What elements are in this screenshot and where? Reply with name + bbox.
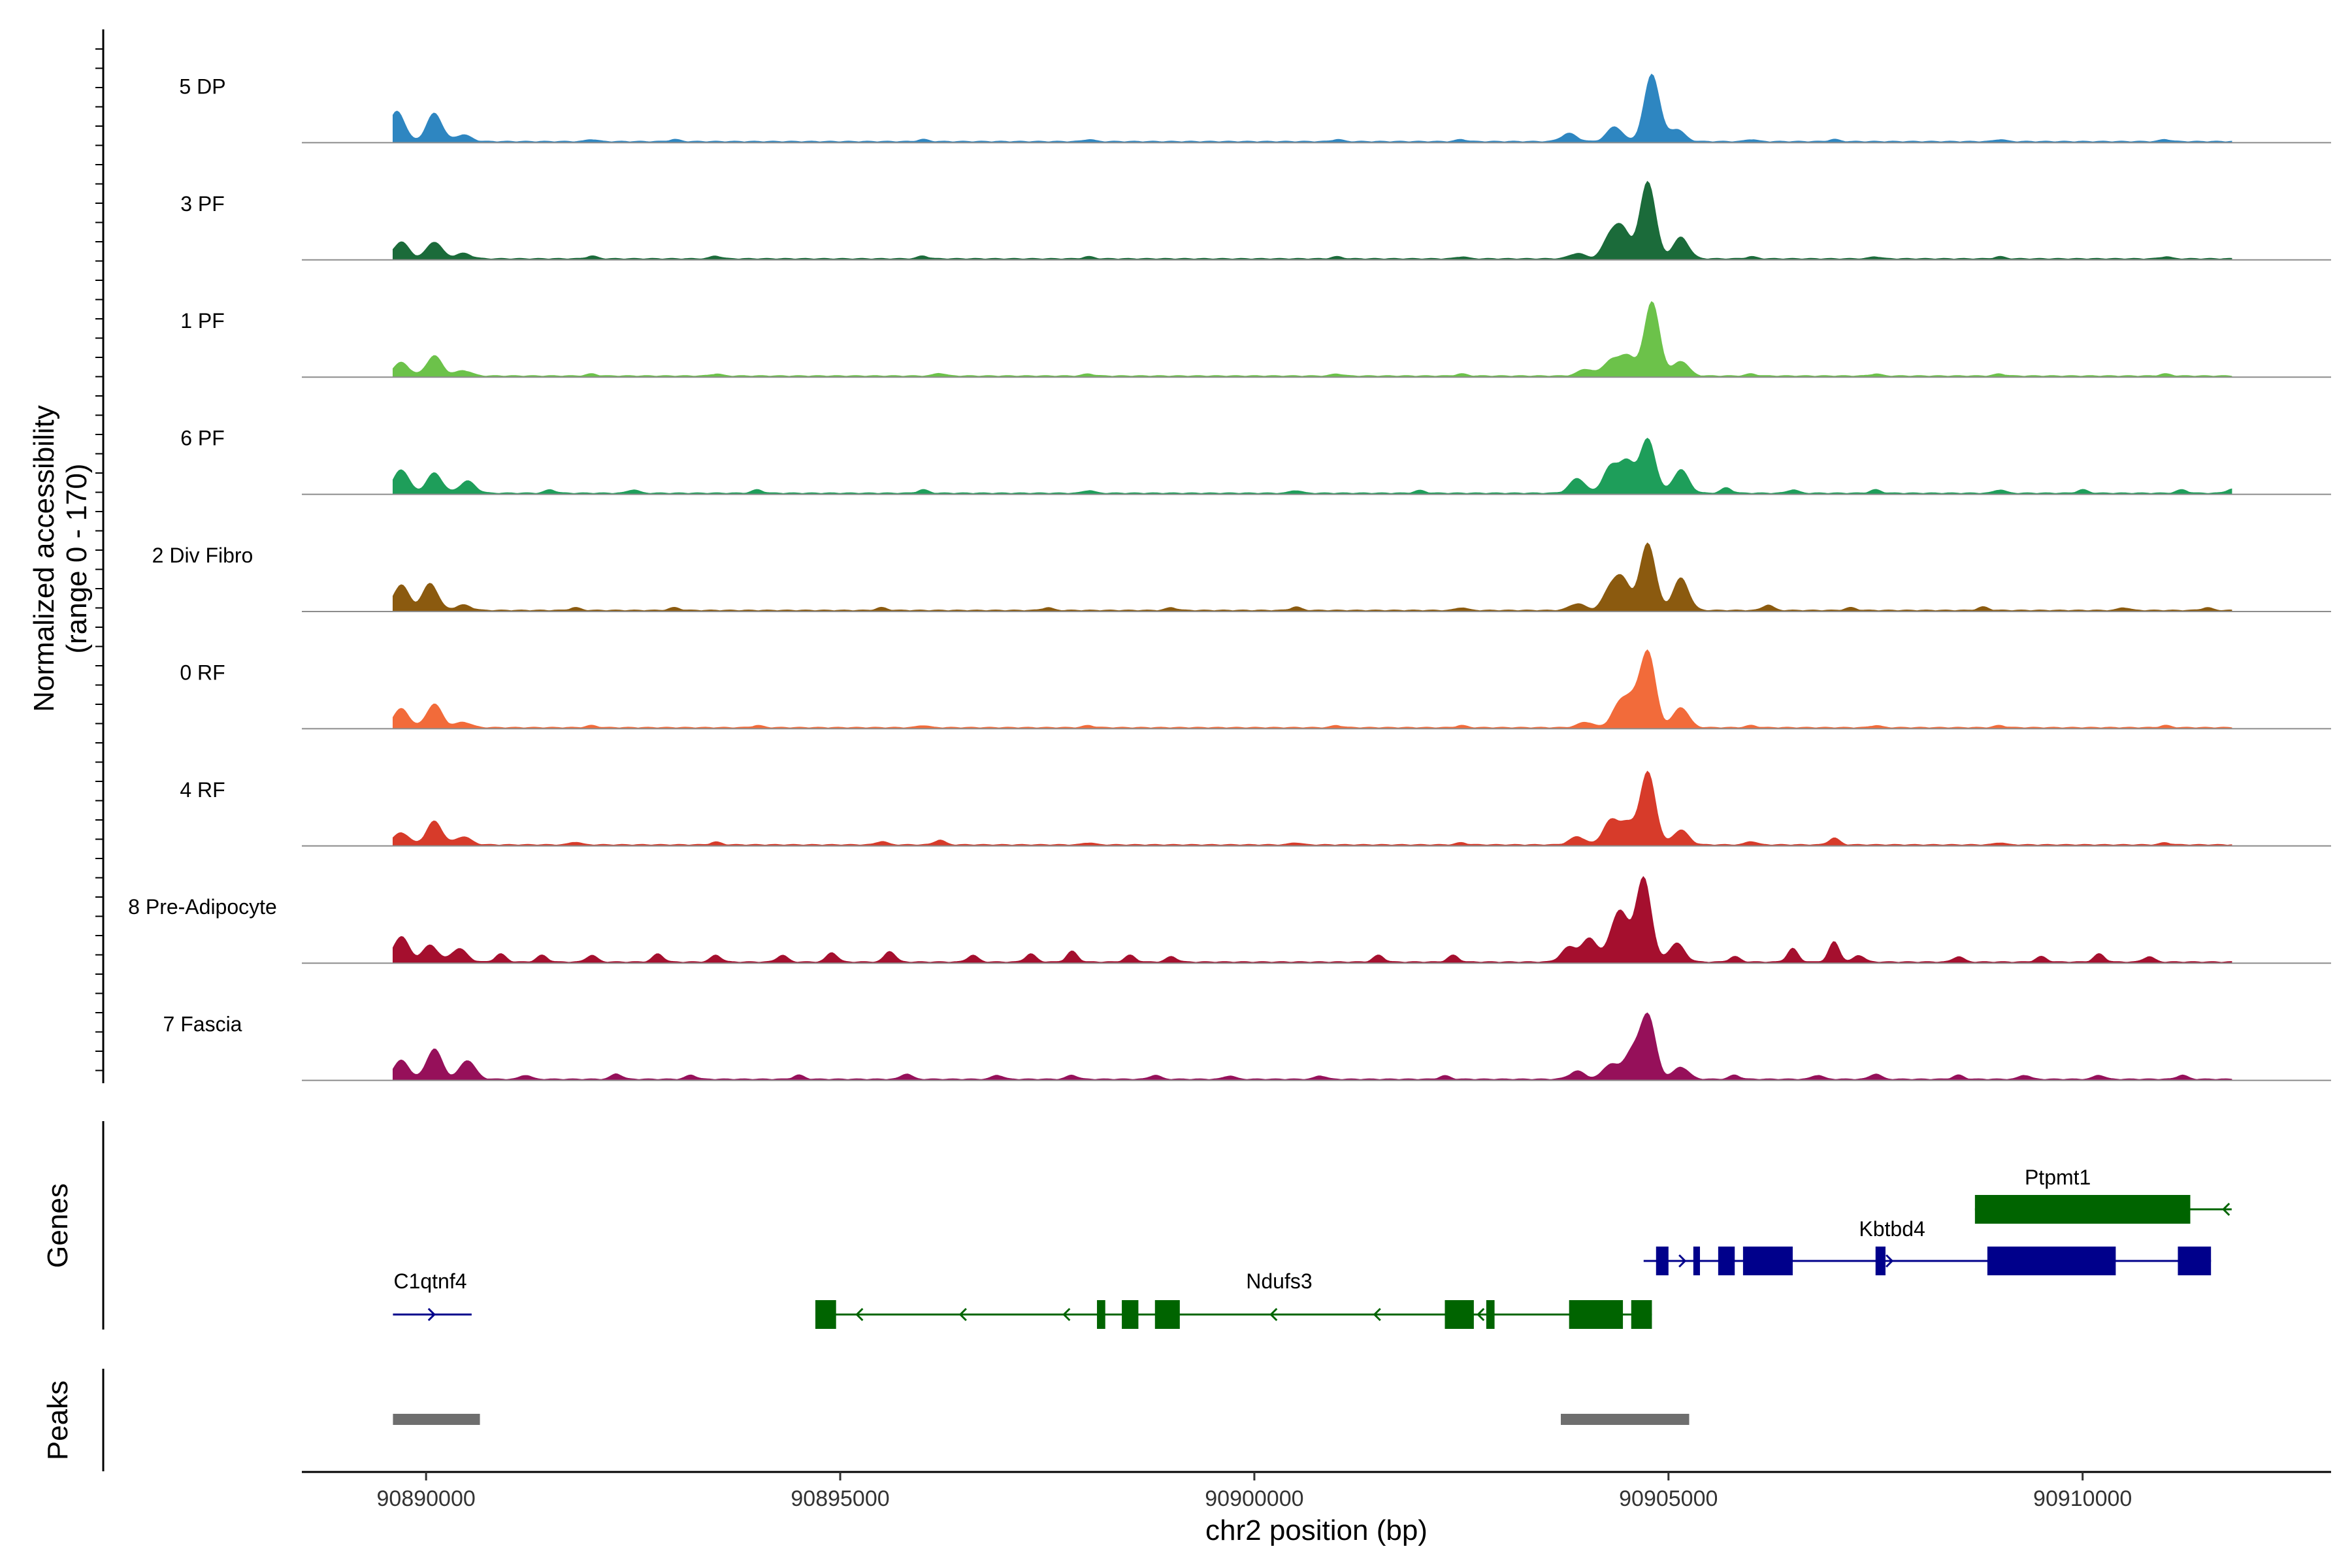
x-tick-label: 90900000: [1205, 1486, 1303, 1511]
track-area: [393, 1012, 2232, 1081]
gene-exon: [815, 1300, 836, 1329]
track-4-rf: 4 RF: [180, 770, 2331, 847]
track-label: 4 RF: [180, 778, 225, 802]
x-tick-label: 90895000: [791, 1486, 889, 1511]
peaks-panel: Peaks: [42, 1369, 1690, 1471]
track-area: [393, 649, 2232, 729]
track-label: 5 DP: [179, 74, 225, 98]
x-tick-label: 90890000: [377, 1486, 476, 1511]
x-axis: 90890000 90895000 90900000 90905000 90910000…: [302, 1471, 2331, 1546]
gene-ndufs3: Ndufs3: [815, 1269, 1652, 1329]
gene-exon: [1486, 1300, 1495, 1329]
track-label: 1 PF: [180, 309, 225, 333]
track-area: [393, 301, 2232, 378]
gene-exon: [1742, 1247, 1793, 1275]
track-area: [393, 437, 2232, 495]
gene-exon: [1987, 1247, 2116, 1275]
gene-exon: [1569, 1300, 1624, 1329]
track-label: 2 Div Fibro: [152, 544, 253, 567]
track-area: [393, 875, 2232, 964]
track-1-pf: 1 PF: [180, 301, 2331, 378]
track-label: 3 PF: [180, 192, 225, 216]
track-label: 6 PF: [180, 427, 225, 450]
gene-exon: [1718, 1247, 1735, 1275]
strand-arrow-icon: [1678, 1254, 1687, 1268]
track-area: [393, 770, 2232, 847]
genes-panel: Genes C1qtnf4 Ndufs3 Kbtbd4 Ptpmt1: [42, 1121, 2232, 1330]
gene-label: Ndufs3: [1246, 1269, 1312, 1293]
strand-arrow-icon: [427, 1307, 436, 1322]
gene-kbtbd4: Kbtbd4: [1643, 1217, 2212, 1275]
gene-exon: [1445, 1300, 1474, 1329]
gene-exon: [2178, 1247, 2212, 1275]
peaks-track-label: Peaks: [42, 1380, 74, 1460]
strand-arrow-icon: [855, 1307, 864, 1322]
coverage-tracks: 5 DP 3 PF 1 PF 6 PF 2 Div Fibro 0 RF 4 RF 8 Pre…: [128, 73, 2331, 1081]
strand-arrow-icon: [2222, 1202, 2230, 1217]
peak-regions: [393, 1414, 1690, 1425]
track-area: [393, 73, 2232, 143]
track-label: 0 RF: [180, 661, 225, 684]
strand-arrow-icon: [1269, 1307, 1278, 1322]
gene-exon: [1875, 1247, 1886, 1275]
gene-ptpmt1: Ptpmt1: [1974, 1166, 2232, 1224]
y-axis-ticks: [95, 48, 103, 1071]
track-6-pf: 6 PF: [180, 427, 2331, 495]
gene-label: C1qtnf4: [393, 1269, 466, 1293]
gene-exon: [1693, 1247, 1700, 1275]
track-label: 7 Fascia: [163, 1013, 242, 1036]
x-axis-title: chr2 position (bp): [1205, 1514, 1428, 1546]
track-2-div-fibro: 2 Div Fibro: [152, 542, 2331, 612]
gene-exon: [1656, 1247, 1669, 1275]
track-area: [393, 180, 2232, 261]
x-tick-label: 90910000: [2033, 1486, 2132, 1511]
gene-models: C1qtnf4 Ndufs3 Kbtbd4 Ptpmt1: [393, 1166, 2232, 1329]
y-axis-range: (range 0 - 170): [61, 463, 93, 653]
strand-arrow-icon: [958, 1307, 967, 1322]
gene-label: Ptpmt1: [2025, 1166, 2091, 1189]
y-axis-title: Normalized accessibility: [28, 405, 60, 711]
genes-track-label: Genes: [42, 1183, 74, 1268]
gene-exon: [1097, 1300, 1105, 1329]
track-5-dp: 5 DP: [179, 73, 2331, 144]
peak-region: [1560, 1414, 1690, 1425]
track-0-rf: 0 RF: [180, 649, 2331, 730]
track-8-pre-adipocyte: 8 Pre-Adipocyte: [128, 875, 2331, 964]
gene-exon: [1974, 1195, 2191, 1224]
gene-exon: [1154, 1300, 1180, 1329]
track-3-pf: 3 PF: [180, 180, 2331, 261]
strand-arrow-icon: [1373, 1307, 1381, 1322]
peak-region: [393, 1414, 480, 1425]
gene-exon: [1122, 1300, 1139, 1329]
gene-exon: [1631, 1300, 1652, 1329]
gene-c1qtnf4: C1qtnf4: [393, 1269, 472, 1322]
strand-arrow-icon: [1477, 1307, 1485, 1322]
y-axis: Normalized accessibility (range 0 - 170): [28, 29, 105, 1083]
track-7-fascia: 7 Fascia: [163, 1013, 2331, 1081]
x-axis-ticks: 90890000 90895000 90900000 90905000 90910000: [377, 1472, 2132, 1511]
x-tick-label: 90905000: [1619, 1486, 1718, 1511]
gene-label: Kbtbd4: [1859, 1217, 1925, 1241]
track-label: 8 Pre-Adipocyte: [128, 895, 277, 919]
track-area: [393, 542, 2232, 612]
strand-arrow-icon: [1062, 1307, 1071, 1322]
strand-arrow-icon: [1886, 1254, 1894, 1268]
